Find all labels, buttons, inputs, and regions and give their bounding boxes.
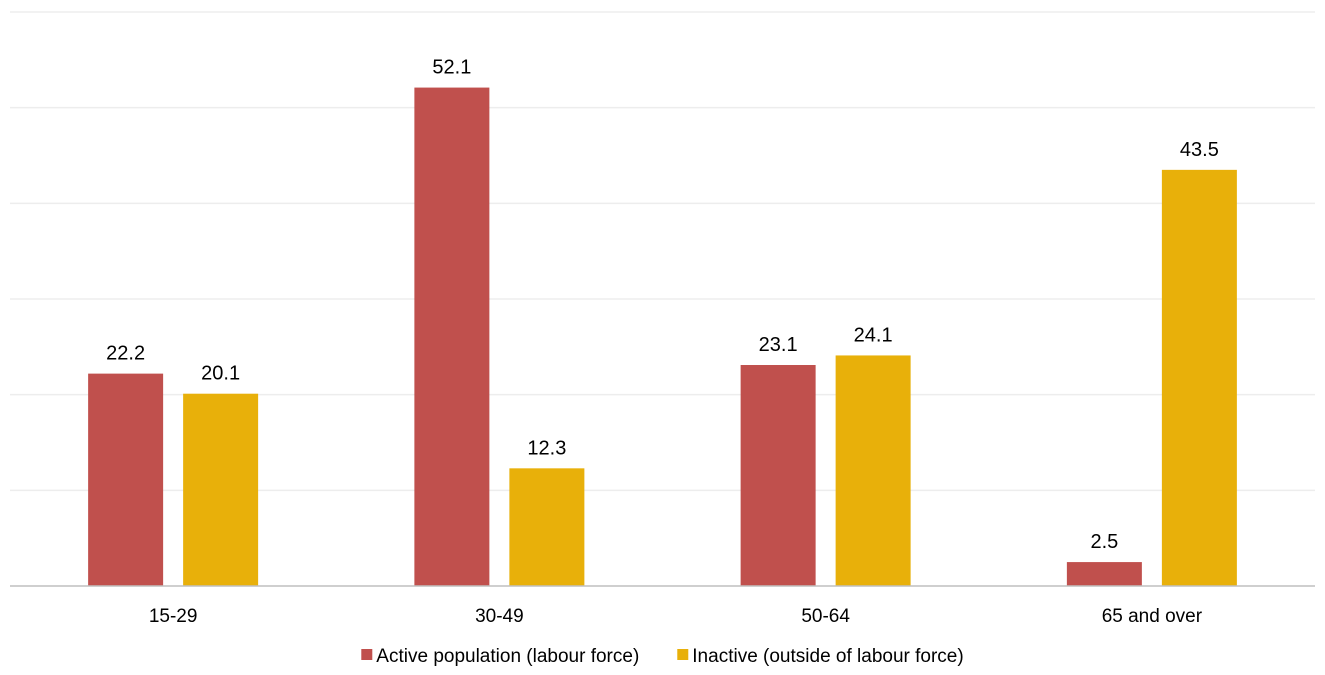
legend-swatch-inactive: [677, 649, 689, 660]
legend: Active population (labour force) Inactive…: [361, 646, 964, 667]
x-tick-label: 30-49: [475, 606, 524, 627]
data-label: 22.2: [106, 343, 145, 365]
bar-inactive-15-29: [183, 393, 259, 586]
x-tick-label: 15-29: [149, 606, 198, 627]
x-tick-label: 65 and over: [1102, 606, 1203, 627]
data-label: 24.1: [854, 324, 893, 346]
bars: [88, 87, 1237, 587]
data-label: 12.3: [527, 437, 566, 459]
bar-inactive-50-64: [835, 355, 911, 586]
data-label: 52.1: [432, 57, 471, 79]
data-label: 2.5: [1090, 531, 1118, 553]
bar-active-50-64: [740, 365, 816, 586]
data-label: 43.5: [1180, 139, 1219, 161]
legend-label: Active population (labour force): [376, 646, 639, 667]
data-labels: 22.2 20.1 52.1 12.3 23.1 24.1 2.5 43.5: [106, 57, 1219, 554]
x-tick-label: 50-64: [801, 606, 850, 627]
data-label: 20.1: [201, 363, 240, 385]
bar-active-65-and-over: [1066, 562, 1142, 586]
legend-label: Inactive (outside of labour force): [692, 646, 963, 667]
bar-inactive-30-49: [509, 468, 585, 586]
bar-active-15-29: [88, 373, 164, 586]
legend-swatch-active: [361, 649, 373, 660]
bar-active-30-49: [414, 87, 490, 587]
bar-inactive-65-and-over: [1161, 169, 1237, 586]
x-axis-tick-labels: 15-29 30-49 50-64 65 and over: [149, 606, 1203, 627]
data-label: 23.1: [759, 334, 798, 356]
